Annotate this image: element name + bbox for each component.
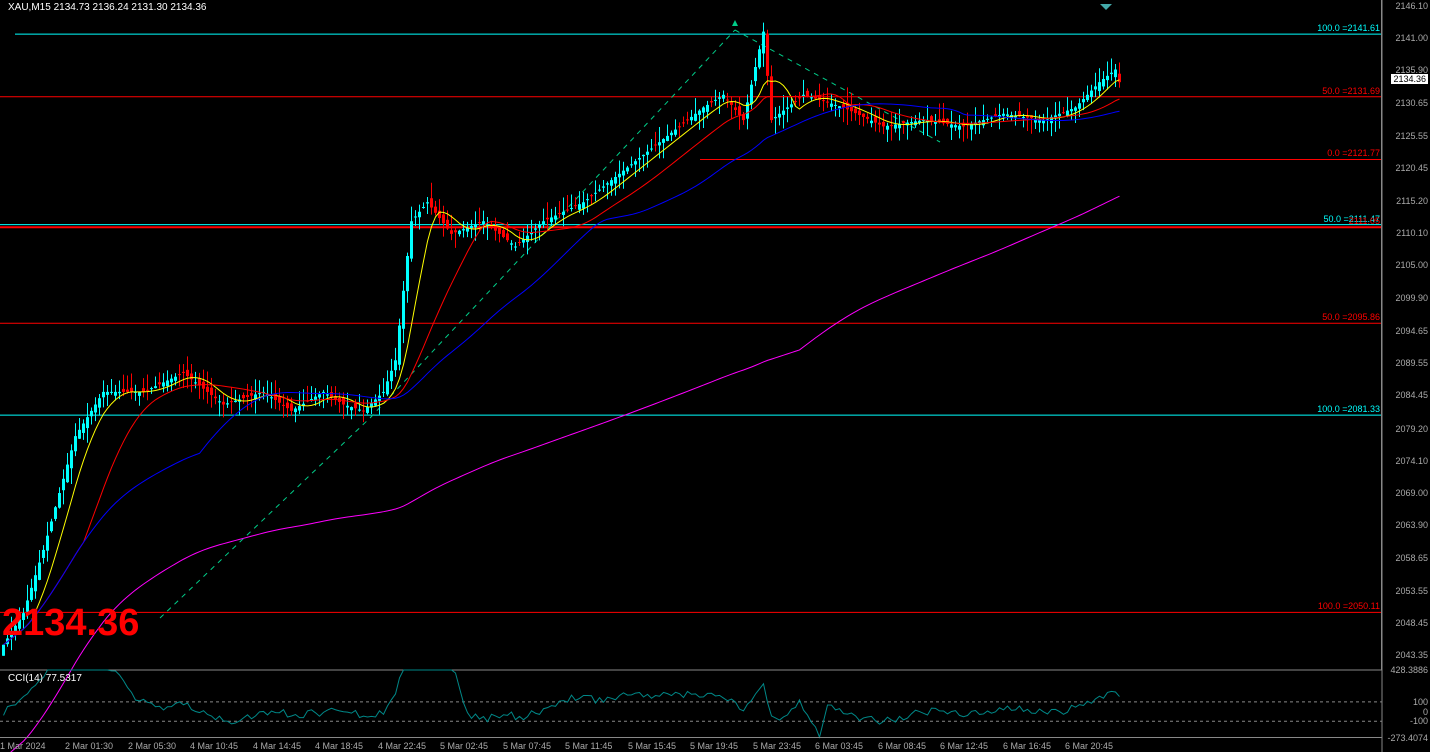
price-axis: 2146.102141.002135.902130.652125.552120.… [1381,0,1430,670]
time-axis: 1 Mar 2024 2 Mar 01:30 2 Mar 05:30 4 Mar 10… [0,737,1382,752]
chart-header: XAU,M15 2134.73 2136.24 2131.30 2134.36 [8,2,207,13]
time-axis-label: 5 Mar 11:45 [565,741,612,751]
cci-axis-label: 428.3886 [1390,665,1428,675]
price-axis-label: 2069.00 [1395,488,1428,498]
time-axis-label: 4 Mar 14:45 [253,741,301,751]
level-line-label: 100.0 =2141.61 [1317,23,1380,33]
time-axis-label: 5 Mar 19:45 [690,741,738,751]
price-axis-label: 2053.55 [1395,586,1428,596]
time-axis-label: 5 Mar 23:45 [753,741,801,751]
time-axis-label: 2 Mar 01:30 [65,741,113,751]
level-line-label: 50.0 =2095.86 [1322,312,1380,322]
price-axis-label: 2130.65 [1395,98,1428,108]
level-line-label: 2111.05 [1349,216,1380,226]
level-line-label: 50.0 =2131.69 [1322,86,1380,96]
price-axis-label: 2079.20 [1395,424,1428,434]
chart-container: XAU,M15 2134.73 2136.24 2131.30 2134.36 … [0,0,1430,752]
big-price-display: 2134.36 [2,602,139,645]
price-axis-label: 2089.55 [1395,358,1428,368]
time-axis-label: 6 Mar 12:45 [940,741,988,751]
cci-axis-label: 100 [1413,697,1428,707]
time-axis-label: 1 Mar 2024 [0,741,46,751]
time-axis-label: 6 Mar 08:45 [878,741,926,751]
price-axis-label: 2115.20 [1396,196,1428,206]
time-axis-label: 5 Mar 15:45 [628,741,676,751]
price-axis-label: 2120.45 [1395,163,1428,173]
time-axis-label: 6 Mar 16:45 [1003,741,1051,751]
cci-label: CCI(14) 77.5317 [8,673,82,684]
cci-axis-label: -273.4074 [1387,733,1428,743]
price-axis-label: 2105.00 [1395,260,1428,270]
price-axis-label: 2141.00 [1395,33,1428,43]
time-axis-label: 4 Mar 18:45 [315,741,363,751]
price-axis-label: 2099.90 [1395,293,1428,303]
level-line-label: 0.0 =2121.77 [1327,148,1380,158]
time-axis-label: 5 Mar 02:45 [440,741,488,751]
price-axis-label: 2043.35 [1395,650,1428,660]
time-axis-label: 2 Mar 05:30 [128,741,176,751]
cci-axis-label: -100 [1410,716,1428,726]
price-axis-label: 2110.10 [1396,228,1428,238]
price-axis-label: 2048.45 [1395,618,1428,628]
price-axis-label: 2125.55 [1395,131,1428,141]
price-axis-label: 2146.10 [1395,1,1428,11]
level-line-label: 100.0 =2050.11 [1318,601,1380,611]
time-axis-label: 6 Mar 20:45 [1065,741,1113,751]
price-axis-label: 2094.65 [1395,326,1428,336]
time-axis-label: 6 Mar 03:45 [815,741,863,751]
price-axis-label: 2074.10 [1395,456,1428,466]
chart-svg[interactable] [0,0,1430,752]
price-axis-label: 2063.90 [1395,520,1428,530]
time-axis-label: 4 Mar 10:45 [190,741,238,751]
cci-axis-label: 0 [1423,707,1428,717]
current-price-marker: 2134.36 [1391,74,1428,84]
time-axis-label: 5 Mar 07:45 [503,741,551,751]
level-line-label: 100.0 =2081.33 [1317,404,1380,414]
time-axis-label: 4 Mar 22:45 [378,741,426,751]
price-axis-label: 2084.45 [1395,390,1428,400]
price-axis-label: 2058.65 [1395,553,1428,563]
